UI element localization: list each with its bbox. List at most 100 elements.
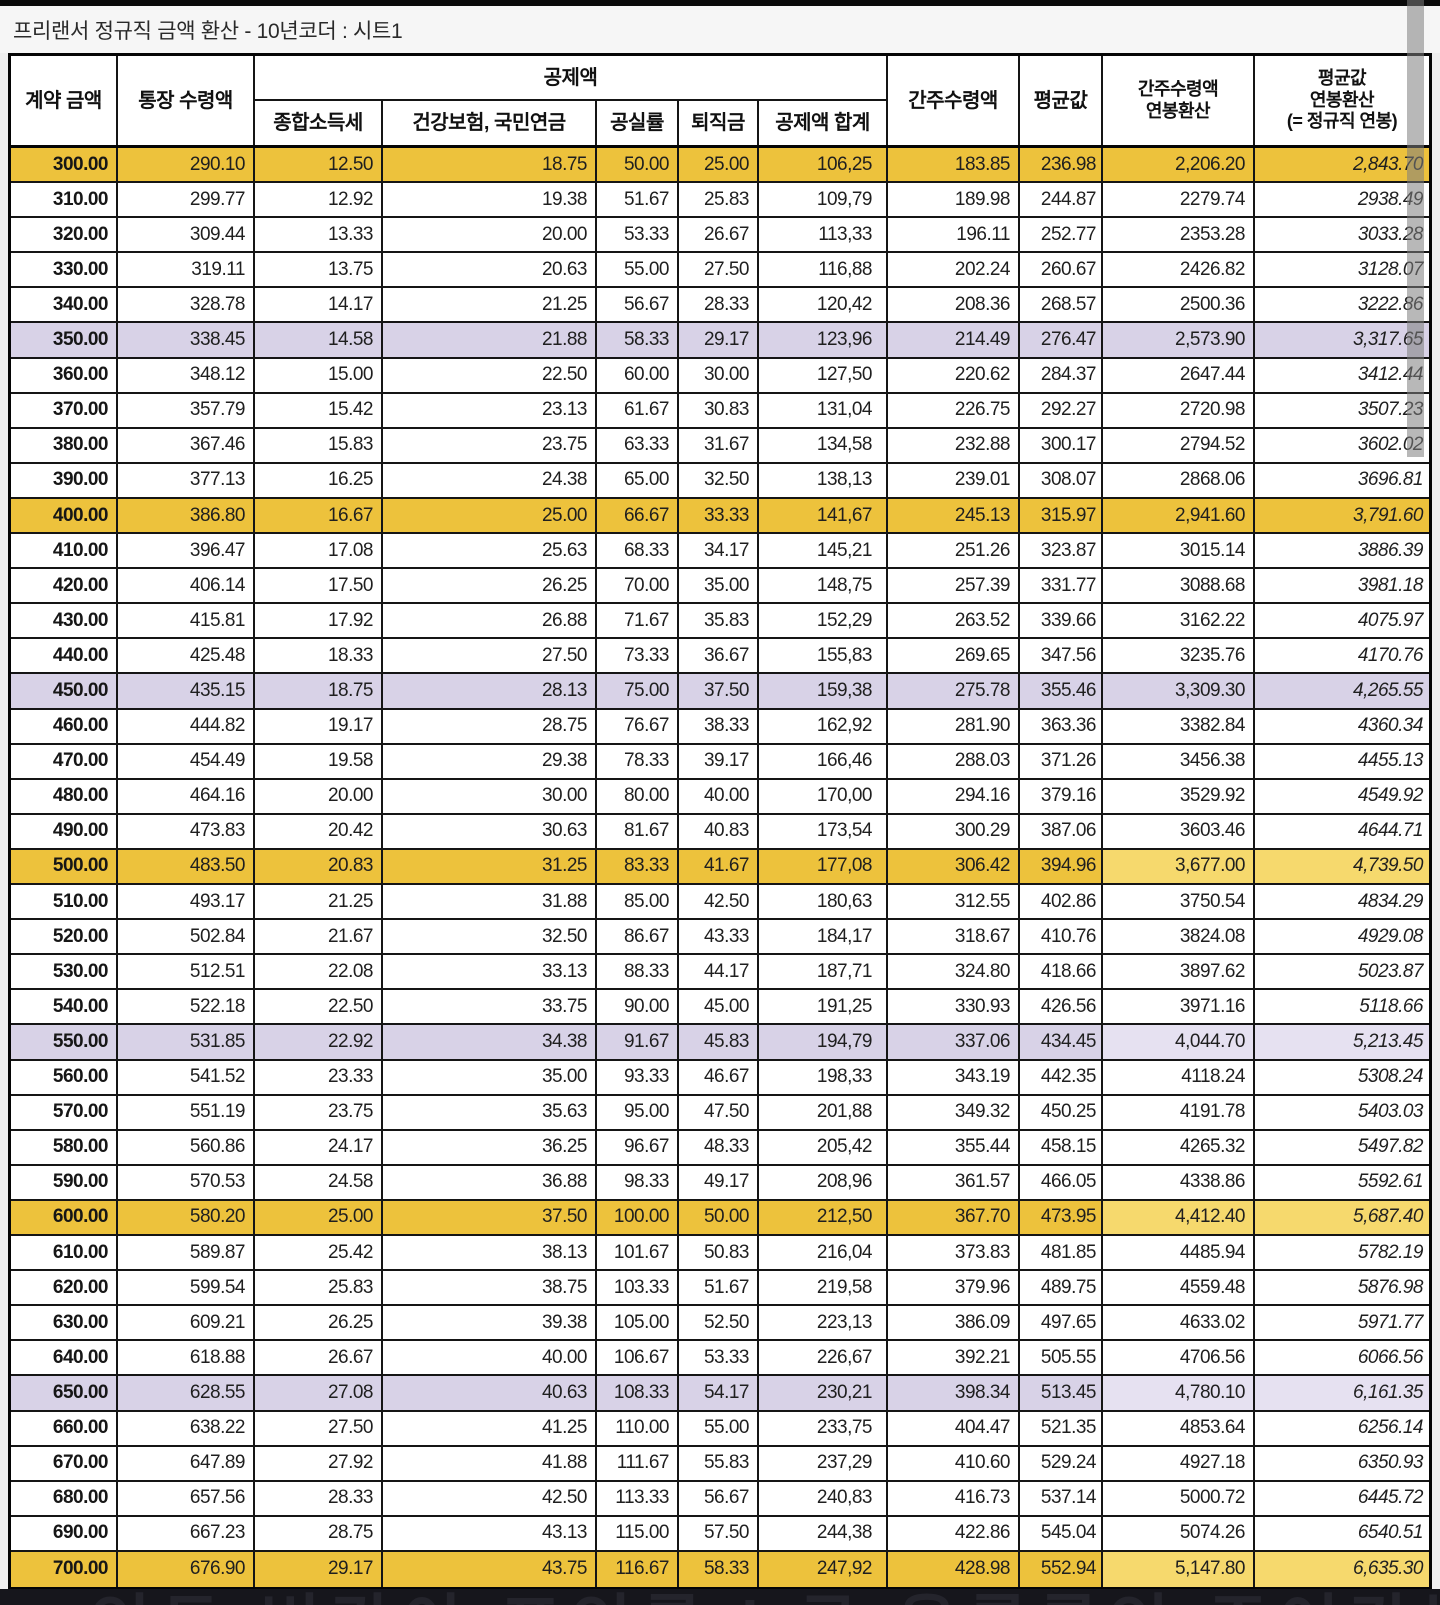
- cell[interactable]: 15.83: [255, 428, 383, 462]
- cell[interactable]: 355.46: [1020, 674, 1103, 708]
- cell[interactable]: 52.50: [679, 1306, 759, 1340]
- cell[interactable]: 113,33: [759, 218, 888, 252]
- cell[interactable]: 93.33: [597, 1060, 679, 1094]
- cell[interactable]: 2,206.20: [1103, 148, 1255, 182]
- cell[interactable]: 620.00: [11, 1271, 118, 1305]
- cell[interactable]: 45.00: [679, 990, 759, 1024]
- cell[interactable]: 170,00: [759, 779, 888, 813]
- cell[interactable]: 33.75: [383, 990, 597, 1024]
- cell[interactable]: 5,147.80: [1103, 1551, 1255, 1587]
- cell[interactable]: 6066.56: [1357, 1346, 1424, 1368]
- cell[interactable]: 48.33: [679, 1130, 759, 1164]
- cell[interactable]: 5971.77: [1357, 1311, 1424, 1333]
- cell[interactable]: 650.00: [11, 1376, 118, 1410]
- cell[interactable]: 2353.28: [1103, 218, 1255, 252]
- cell[interactable]: 226.75: [888, 393, 1020, 427]
- cell[interactable]: 35.00: [383, 1060, 597, 1094]
- cell[interactable]: 214.49: [888, 323, 1020, 357]
- cell[interactable]: 466.05: [1020, 1165, 1103, 1199]
- cell[interactable]: 5308.24: [1357, 1066, 1424, 1088]
- cell[interactable]: 3824.08: [1103, 920, 1255, 954]
- cell[interactable]: 18.33: [255, 639, 383, 673]
- cell[interactable]: 43.33: [679, 920, 759, 954]
- cell[interactable]: 657.56: [118, 1481, 255, 1515]
- cell[interactable]: 111.67: [597, 1446, 679, 1480]
- cell[interactable]: 42.50: [679, 885, 759, 919]
- cell[interactable]: 98.33: [597, 1165, 679, 1199]
- cell[interactable]: 88.33: [597, 955, 679, 989]
- cell[interactable]: 4,265.55: [1353, 680, 1423, 701]
- cell[interactable]: 379.16: [1020, 779, 1103, 813]
- cell[interactable]: 123,96: [759, 323, 888, 357]
- cell[interactable]: 269.65: [888, 639, 1020, 673]
- cell[interactable]: 22.08: [255, 955, 383, 989]
- cell[interactable]: 288.03: [888, 744, 1020, 778]
- cell[interactable]: 21.67: [255, 920, 383, 954]
- cell[interactable]: 19.38: [383, 183, 597, 217]
- cell[interactable]: 315.97: [1020, 498, 1103, 533]
- cell[interactable]: 205,42: [759, 1130, 888, 1164]
- cell[interactable]: 3507.23: [1357, 399, 1424, 421]
- cell[interactable]: 247,92: [759, 1551, 888, 1587]
- cell[interactable]: 4644.71: [1357, 820, 1424, 842]
- cell[interactable]: 502.84: [118, 920, 255, 954]
- cell[interactable]: 318.67: [888, 920, 1020, 954]
- cell[interactable]: 480.00: [11, 779, 118, 813]
- cell[interactable]: 237,29: [759, 1446, 888, 1480]
- cell[interactable]: 212,50: [759, 1200, 888, 1235]
- cell[interactable]: 25.63: [383, 534, 597, 568]
- cell[interactable]: 109,79: [759, 183, 888, 217]
- cell[interactable]: 3015.14: [1103, 534, 1255, 568]
- cell[interactable]: 28.75: [255, 1516, 383, 1550]
- cell[interactable]: 489.75: [1020, 1271, 1103, 1305]
- cell[interactable]: 670.00: [11, 1446, 118, 1480]
- cell[interactable]: 312.55: [888, 885, 1020, 919]
- cell[interactable]: 4706.56: [1103, 1341, 1255, 1375]
- cell[interactable]: 599.54: [118, 1271, 255, 1305]
- cell[interactable]: 233,75: [759, 1411, 888, 1445]
- cell[interactable]: 47.50: [679, 1095, 759, 1129]
- cell[interactable]: 23.33: [255, 1060, 383, 1094]
- cell[interactable]: 251.26: [888, 534, 1020, 568]
- cell[interactable]: 232.88: [888, 428, 1020, 462]
- cell[interactable]: 230,21: [759, 1376, 888, 1410]
- cell[interactable]: 63.33: [597, 428, 679, 462]
- cell[interactable]: 2,941.60: [1103, 498, 1255, 533]
- cell[interactable]: 6,161.35: [1255, 1376, 1429, 1410]
- cell[interactable]: 19.17: [255, 709, 383, 743]
- cell[interactable]: 148,75: [759, 569, 888, 603]
- cell[interactable]: 53.33: [679, 1341, 759, 1375]
- cell[interactable]: 103.33: [597, 1271, 679, 1305]
- cell[interactable]: 6,635.30: [1255, 1551, 1429, 1587]
- cell[interactable]: 202.24: [888, 253, 1020, 287]
- cell[interactable]: 292.27: [1020, 393, 1103, 427]
- cell[interactable]: 337.06: [888, 1025, 1020, 1059]
- cell[interactable]: 155,83: [759, 639, 888, 673]
- cell[interactable]: 91.67: [597, 1025, 679, 1059]
- cell[interactable]: 38.33: [679, 709, 759, 743]
- cell[interactable]: 28.33: [679, 288, 759, 322]
- cell[interactable]: 3412.44: [1357, 364, 1424, 386]
- cell[interactable]: 537.14: [1020, 1481, 1103, 1515]
- column-header-severance[interactable]: 퇴직금: [679, 101, 759, 145]
- cell[interactable]: 2938.49: [1357, 188, 1424, 210]
- cell[interactable]: 275.78: [888, 674, 1020, 708]
- cell[interactable]: 216,04: [759, 1236, 888, 1270]
- cell[interactable]: 521.35: [1020, 1411, 1103, 1445]
- cell[interactable]: 73.33: [597, 639, 679, 673]
- cell[interactable]: 173,54: [759, 814, 888, 848]
- cell[interactable]: 276.47: [1020, 323, 1103, 357]
- cell[interactable]: 28.75: [383, 709, 597, 743]
- cell[interactable]: 590.00: [11, 1165, 118, 1199]
- cell[interactable]: 4,412.40: [1103, 1200, 1255, 1235]
- cell[interactable]: 30.00: [383, 779, 597, 813]
- cell[interactable]: 4,739.50: [1255, 849, 1429, 884]
- cell[interactable]: 12.92: [255, 183, 383, 217]
- cell[interactable]: 120,42: [759, 288, 888, 322]
- cell[interactable]: 470.00: [11, 744, 118, 778]
- cell[interactable]: 6350.93: [1357, 1452, 1424, 1474]
- cell[interactable]: 131,04: [759, 393, 888, 427]
- cell[interactable]: 33.33: [679, 498, 759, 533]
- cell[interactable]: 180,63: [759, 885, 888, 919]
- cell[interactable]: 4485.94: [1103, 1236, 1255, 1270]
